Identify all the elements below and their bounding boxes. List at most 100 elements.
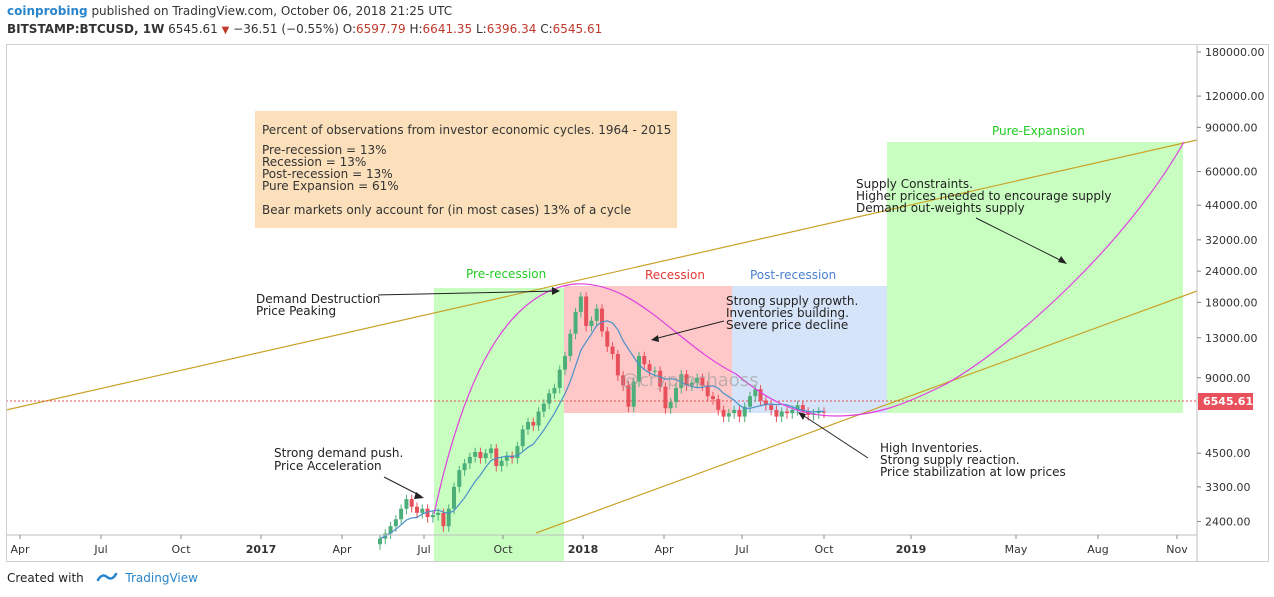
candle-body xyxy=(467,456,472,464)
strong-demand-line1: Strong demand push. xyxy=(274,446,403,460)
candle-body xyxy=(800,405,805,412)
pre-recession-zone xyxy=(434,288,564,578)
time-tick-label: 2017 xyxy=(246,543,277,556)
candle-body xyxy=(774,409,779,417)
high-value: 6641.35 xyxy=(422,22,473,36)
pre-recession-label: Pre-recession xyxy=(466,267,546,281)
candle-body xyxy=(795,405,800,410)
candlestick-series xyxy=(378,292,826,550)
candle-body xyxy=(515,446,520,459)
candle-body xyxy=(726,413,731,417)
candle-body xyxy=(721,409,726,417)
supply-constraints-line1: Supply Constraints. xyxy=(856,177,973,191)
recession-zone xyxy=(564,286,732,413)
time-tick-label: 2018 xyxy=(568,543,599,556)
chart-area[interactable]: Percent of observations from investor ec… xyxy=(5,44,1269,578)
info-box-title: Percent of observations from investor ec… xyxy=(262,123,671,137)
tradingview-logo-icon xyxy=(96,571,118,586)
author-link[interactable]: coinprobing xyxy=(7,4,88,18)
candle-body xyxy=(716,399,721,410)
supply-constraints-arrowhead xyxy=(1058,256,1067,264)
candle-body xyxy=(668,402,673,409)
low-value: 6396.34 xyxy=(486,22,537,36)
candle-body xyxy=(589,320,594,326)
candle-body xyxy=(520,429,525,447)
candle-body xyxy=(420,508,425,513)
candle-body xyxy=(674,387,678,403)
candle-body xyxy=(822,411,826,413)
pure-expansion-zone xyxy=(887,142,1183,413)
candle-body xyxy=(600,308,604,332)
price-tick-label: 24000.00 xyxy=(1205,265,1258,278)
post-recession-label: Post-recession xyxy=(750,268,836,282)
candle-body xyxy=(737,409,742,417)
footer: Created with TradingView xyxy=(7,571,198,586)
publish-text: published on TradingView.com, October 06… xyxy=(91,4,453,18)
candle-body xyxy=(637,355,641,382)
candle-body xyxy=(578,296,583,312)
info-box-line-1: Pre-recession = 13% xyxy=(262,143,387,157)
candle-body xyxy=(478,451,483,459)
demand-destruction-line2: Price Peaking xyxy=(256,304,336,318)
strong-supply-line1: Strong supply growth. xyxy=(726,294,858,308)
candle-body xyxy=(504,455,509,461)
time-axis[interactable]: Apr Jul Oct 2017 Apr Jul Oct 2018 Apr Jul Oct 2019 M… xyxy=(10,535,1188,556)
candle-body xyxy=(378,538,382,545)
time-tick-label: Nov xyxy=(1166,543,1188,556)
candle-body xyxy=(415,506,419,513)
high-inventories-line1: High Inventories. xyxy=(880,441,982,455)
info-box-line-3: Post-recession = 13% xyxy=(262,167,393,181)
candle-body xyxy=(763,400,768,406)
tradingview-link[interactable]: TradingView xyxy=(125,571,198,585)
publish-info: coinprobing published on TradingView.com… xyxy=(7,4,452,18)
candle-body xyxy=(689,382,694,386)
candle-body xyxy=(658,370,663,387)
symbol-label: BITSTAMP:BTCUSD, 1W xyxy=(7,22,165,36)
candle-body xyxy=(684,374,689,386)
candle-body xyxy=(816,411,821,414)
candle-body xyxy=(425,508,430,518)
candle-body xyxy=(711,396,715,400)
price-tick-label: 13000.00 xyxy=(1205,332,1258,345)
close-label: C: xyxy=(540,22,553,36)
strong-supply-line3: Severe price decline xyxy=(726,318,848,332)
price-tick-label: 4500.00 xyxy=(1205,447,1251,460)
candle-body xyxy=(753,389,758,397)
info-box-line-4: Pure Expansion = 61% xyxy=(262,179,399,193)
info-box-footer: Bear markets only account for (in most c… xyxy=(262,203,631,217)
demand-destruction-arrow xyxy=(377,290,559,296)
last-price-badge xyxy=(1198,393,1253,410)
price-tick-label: 180000.00 xyxy=(1205,46,1265,59)
open-label: O: xyxy=(342,22,357,36)
price-tick-label: 18000.00 xyxy=(1205,296,1258,309)
candle-body xyxy=(430,514,435,518)
candle-body xyxy=(473,451,478,457)
price-tick-label: 3300.00 xyxy=(1205,481,1251,494)
price-axis[interactable]: 2400.00 3300.00 4500.00 9000.00 13000.00 1800… xyxy=(1197,46,1265,529)
symbol-ohlc-bar: BITSTAMP:BTCUSD, 1W 6545.61 ▼ −36.51 (−0… xyxy=(7,22,602,36)
strong-supply-line2: Inventories building. xyxy=(726,306,849,320)
low-label: L: xyxy=(476,22,487,36)
last-price-badge-text: 6545.61 xyxy=(1203,395,1253,408)
candle-body xyxy=(557,369,562,388)
cycle-curve[interactable] xyxy=(433,141,1185,515)
price-tick-label: 90000.00 xyxy=(1205,121,1258,134)
candle-body xyxy=(393,519,398,527)
candle-body xyxy=(462,463,467,471)
candle-body xyxy=(563,355,567,370)
plot-frame xyxy=(6,44,1269,562)
candle-body xyxy=(615,354,620,376)
candle-body xyxy=(457,470,462,487)
candle-body xyxy=(441,512,446,527)
candle-body xyxy=(785,411,789,414)
info-box[interactable] xyxy=(255,111,677,228)
demand-destruction-arrowhead xyxy=(552,287,560,295)
chart-svg[interactable]: Percent of observations from investor ec… xyxy=(5,44,1269,578)
high-inventories-line2: Strong supply reaction. xyxy=(880,453,1020,467)
down-arrow-icon: ▼ xyxy=(221,25,230,36)
upper-channel-line[interactable] xyxy=(5,139,1198,411)
lower-channel-line[interactable] xyxy=(535,290,1198,534)
price-tick-label: 60000.00 xyxy=(1205,165,1258,178)
supply-constraints-arrow xyxy=(975,217,1065,263)
time-tick-label: Oct xyxy=(814,543,834,556)
